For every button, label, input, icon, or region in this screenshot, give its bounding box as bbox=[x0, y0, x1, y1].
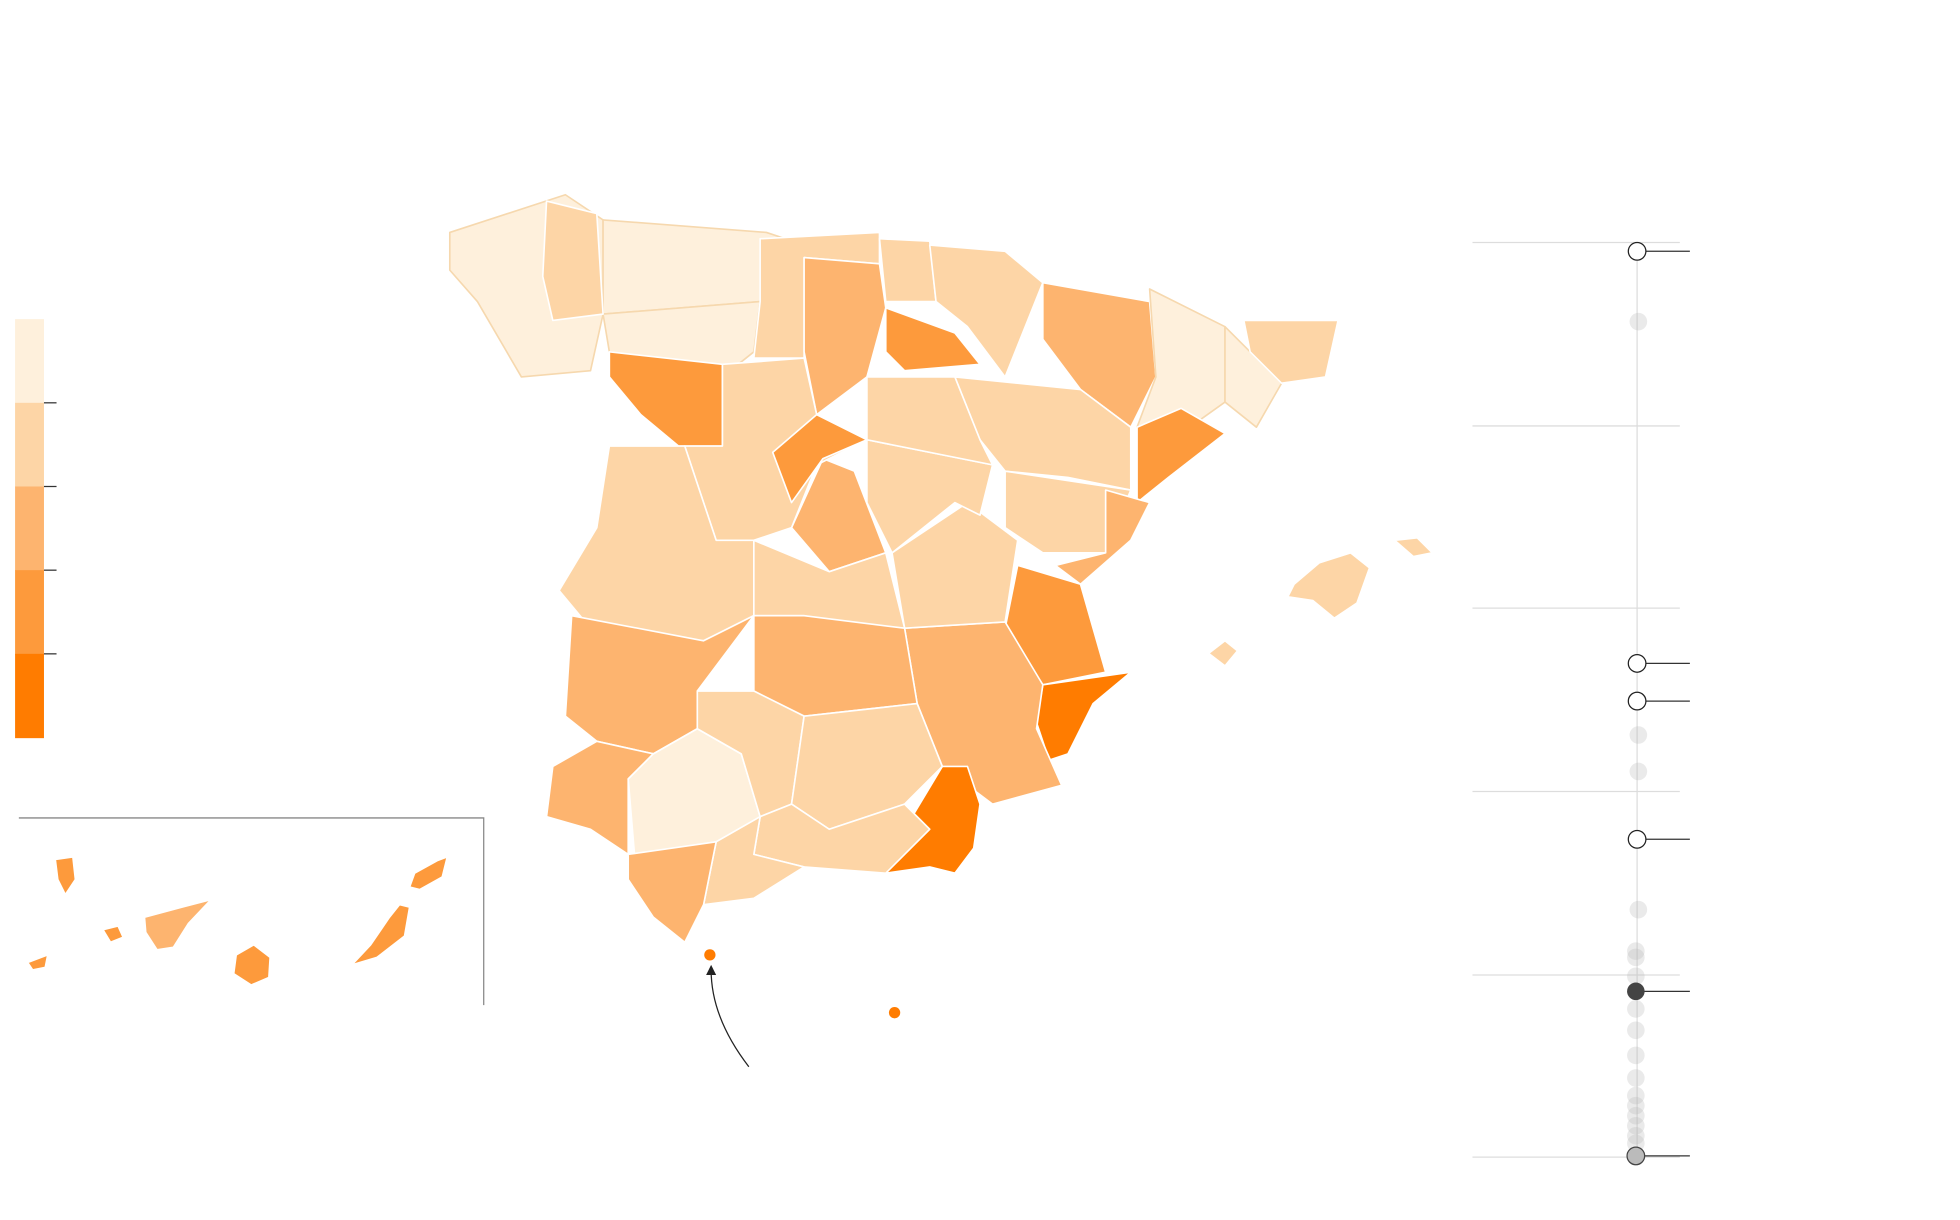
canary-inset bbox=[18, 817, 485, 1006]
province bbox=[884, 307, 981, 372]
island bbox=[26, 954, 49, 971]
annotation-arrow bbox=[710, 969, 750, 1068]
legend-swatch bbox=[15, 319, 44, 404]
legend-swatch bbox=[15, 653, 44, 739]
city-dot bbox=[704, 949, 716, 961]
province bbox=[771, 413, 868, 504]
island bbox=[143, 898, 212, 951]
island bbox=[350, 903, 411, 966]
island bbox=[1287, 552, 1371, 619]
province bbox=[1243, 319, 1339, 385]
province bbox=[954, 376, 1132, 491]
island bbox=[1393, 536, 1434, 558]
island bbox=[408, 856, 449, 891]
legend bbox=[15, 319, 57, 739]
province bbox=[608, 350, 724, 447]
legend-swatch bbox=[15, 402, 44, 488]
island bbox=[54, 856, 77, 896]
arrow-head bbox=[706, 964, 717, 975]
inset-frame bbox=[18, 817, 485, 1006]
faded-dots bbox=[1627, 312, 1648, 1153]
island bbox=[102, 925, 124, 944]
legend-swatch bbox=[15, 570, 44, 655]
city-dot bbox=[888, 1007, 901, 1019]
highlight-dots bbox=[1626, 241, 1690, 1166]
province bbox=[627, 840, 717, 944]
province bbox=[928, 244, 1044, 378]
province bbox=[753, 614, 918, 717]
island bbox=[1207, 639, 1239, 667]
island bbox=[232, 944, 271, 986]
province bbox=[866, 376, 994, 466]
province bbox=[541, 200, 604, 322]
province bbox=[1224, 325, 1283, 429]
legend-swatch bbox=[15, 486, 44, 571]
peninsula bbox=[448, 193, 1434, 1068]
province bbox=[1004, 470, 1132, 554]
province bbox=[891, 501, 1019, 630]
province bbox=[1035, 671, 1132, 761]
province bbox=[878, 237, 937, 303]
province bbox=[545, 740, 655, 856]
dot-strip bbox=[1472, 241, 1690, 1166]
province bbox=[790, 457, 887, 573]
province bbox=[1136, 407, 1226, 504]
